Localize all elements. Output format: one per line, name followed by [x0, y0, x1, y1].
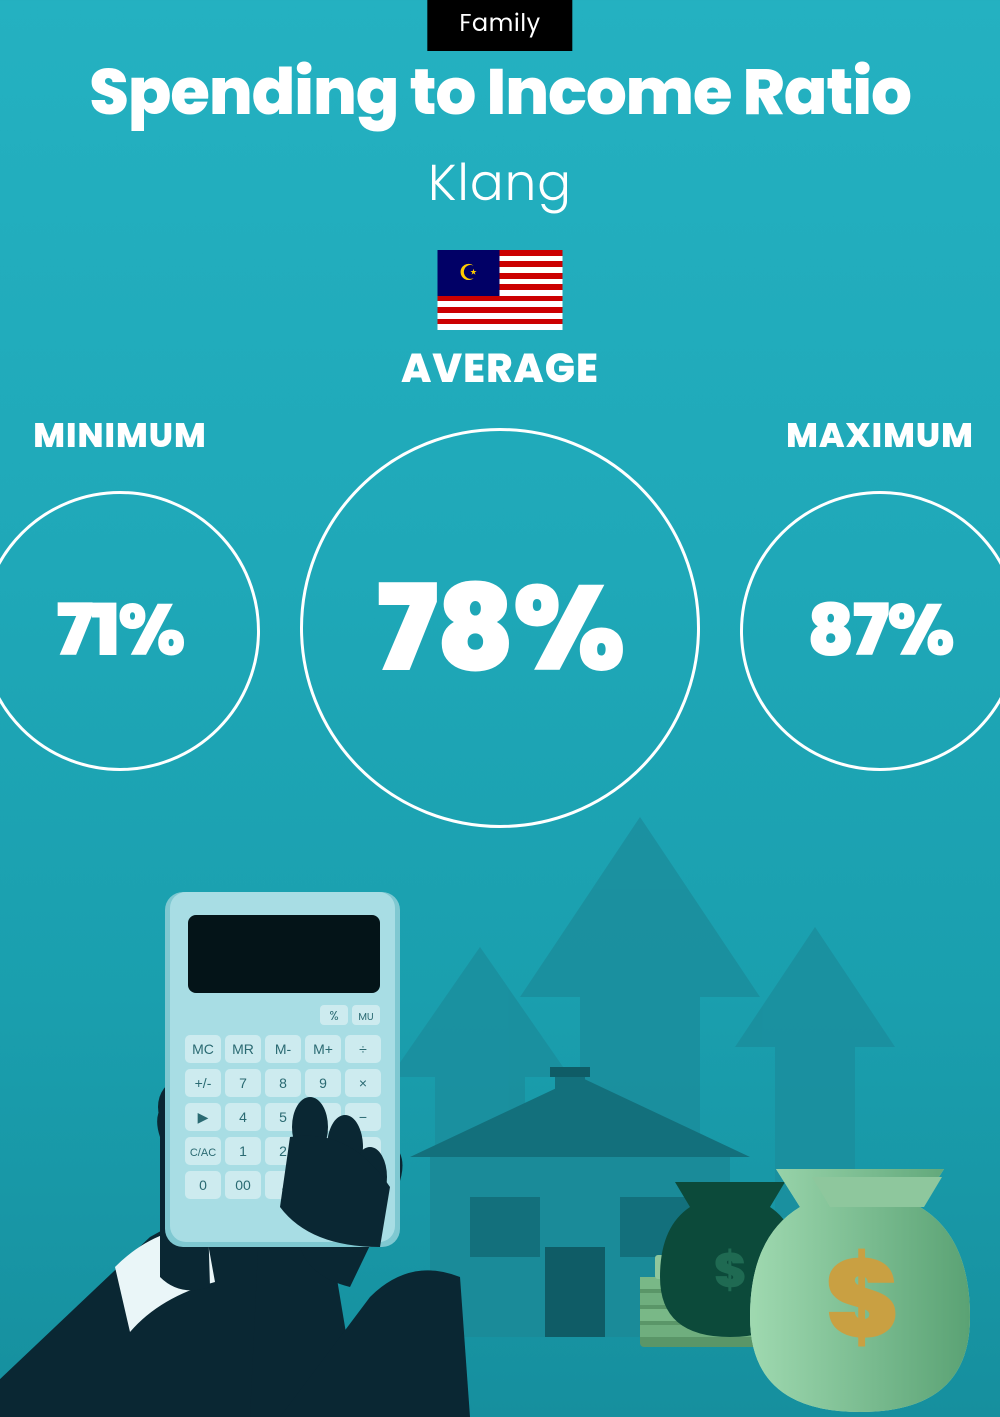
svg-text:MR: MR [232, 1041, 254, 1057]
svg-text:5: 5 [279, 1109, 287, 1125]
svg-text:=: = [319, 1177, 327, 1193]
stat-maximum: MAXIMUM 87% [740, 410, 1000, 771]
stat-minimum-label: MINIMUM [33, 410, 207, 461]
stat-maximum-circle: 87% [740, 491, 1000, 771]
location-name: Klang [0, 145, 1000, 221]
svg-text:+/-: +/- [195, 1075, 212, 1091]
stat-average-circle: 78% [300, 428, 700, 828]
svg-text:7: 7 [239, 1075, 247, 1091]
crescent-star-icon: ☪︎ [459, 262, 479, 284]
svg-text:÷: ÷ [359, 1041, 367, 1057]
svg-text:▶: ▶ [198, 1109, 209, 1125]
page-title: Spending to Income Ratio [0, 45, 1000, 140]
svg-text:+: + [359, 1160, 367, 1176]
svg-text:0: 0 [199, 1177, 207, 1193]
svg-text:4: 4 [239, 1109, 247, 1125]
svg-text:C/AC: C/AC [190, 1147, 216, 1159]
svg-text:9: 9 [319, 1075, 327, 1091]
svg-text:%: % [329, 1008, 338, 1025]
svg-text:−: − [359, 1109, 367, 1125]
svg-text:$: $ [825, 1221, 898, 1376]
malaysia-flag-icon: ☪︎ [438, 250, 563, 330]
svg-text:MC: MC [192, 1041, 214, 1057]
svg-text:1: 1 [239, 1143, 247, 1159]
stat-minimum-circle: 71% [0, 491, 260, 771]
stats-row: MINIMUM 71% AVERAGE 78% MAXIMUM 87% [0, 410, 1000, 828]
svg-text:.: . [281, 1177, 285, 1193]
svg-text:6: 6 [319, 1109, 327, 1125]
svg-text:M+: M+ [313, 1041, 333, 1057]
stat-average-value: 78% [377, 538, 624, 718]
svg-text:8: 8 [279, 1075, 287, 1091]
svg-text:M-: M- [275, 1041, 292, 1057]
svg-text:×: × [359, 1075, 367, 1091]
stat-maximum-label: MAXIMUM [786, 410, 974, 461]
svg-text:MU: MU [358, 1009, 373, 1024]
financial-illustration-icon: $ $ % MU [0, 777, 1000, 1417]
svg-text:3: 3 [319, 1143, 327, 1159]
stat-minimum-value: 71% [56, 577, 183, 685]
svg-text:$: $ [714, 1237, 746, 1304]
svg-text:00: 00 [235, 1177, 251, 1193]
category-badge: Family [427, 0, 572, 51]
svg-text:2: 2 [279, 1143, 287, 1159]
stat-maximum-value: 87% [807, 577, 953, 685]
stat-minimum: MINIMUM 71% [0, 410, 260, 771]
stat-average: AVERAGE 78% [300, 410, 700, 828]
stat-average-label: AVERAGE [401, 338, 599, 398]
